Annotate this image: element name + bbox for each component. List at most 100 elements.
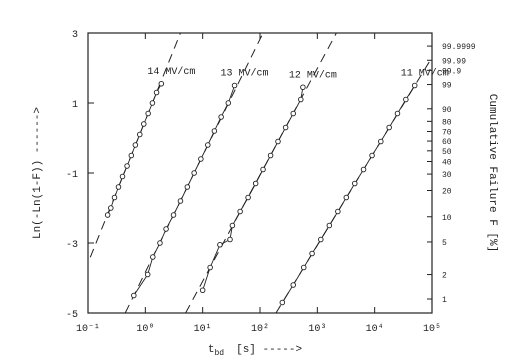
y2-tick-label: 20 xyxy=(442,187,452,196)
data-point xyxy=(119,173,126,180)
x-label-rest: [s] -----> xyxy=(236,344,302,356)
data-point xyxy=(211,128,218,134)
series-line xyxy=(281,85,416,303)
data-point xyxy=(260,166,266,173)
y-tick-label: -3 xyxy=(66,240,78,251)
y2-tick-label: 10 xyxy=(442,214,452,223)
x-tick-label: 10⁻¹ xyxy=(76,324,100,335)
y-tick-label: -5 xyxy=(66,310,78,321)
data-point xyxy=(290,110,296,117)
data-point xyxy=(205,142,211,148)
y2-tick-label: 70 xyxy=(442,128,452,137)
data-point xyxy=(301,264,307,271)
data-point xyxy=(229,222,236,229)
data-point xyxy=(360,166,367,173)
data-point xyxy=(231,82,238,89)
data-point xyxy=(158,80,165,87)
data-point xyxy=(411,82,418,89)
y-tick-label: 1 xyxy=(72,100,78,111)
series-label: 12 MV/cm xyxy=(289,69,337,81)
y2-tick-label: 30 xyxy=(442,171,452,180)
x-tick-label: 10⁵ xyxy=(423,324,441,335)
data-point xyxy=(252,180,259,187)
data-point xyxy=(199,287,206,294)
series-line xyxy=(202,87,304,291)
series-label: 14 MV/cm xyxy=(147,66,195,78)
x-tick-label: 10³ xyxy=(308,324,326,335)
data-point xyxy=(290,282,296,288)
x-label-main: t xyxy=(208,344,215,356)
data-point xyxy=(184,184,191,190)
data-point xyxy=(150,254,156,260)
data-point xyxy=(115,184,122,190)
data-point xyxy=(108,205,114,211)
series-label: 13 MV/cm xyxy=(221,68,269,80)
y-tick-label: -1 xyxy=(66,170,78,181)
data-point xyxy=(386,124,392,131)
data-point xyxy=(111,194,118,201)
data-point xyxy=(137,131,143,138)
x-axis-label: tbd [s] -----> xyxy=(208,344,302,358)
x-tick-label: 10⁴ xyxy=(366,323,384,335)
data-point xyxy=(369,152,375,159)
data-point xyxy=(394,110,401,117)
data-point xyxy=(177,198,184,204)
x-tick-label: 10⁰ xyxy=(136,323,154,335)
series-label: 11 MV/cm xyxy=(401,68,449,80)
plot-area xyxy=(88,33,432,313)
data-point xyxy=(157,240,163,246)
data-point xyxy=(198,156,204,162)
data-point xyxy=(145,110,151,117)
data-point xyxy=(403,96,409,103)
y2-tick-label: 99.9 xyxy=(442,67,461,76)
y2-tick-label: 5 xyxy=(442,239,447,248)
data-point xyxy=(298,96,304,103)
y2-tick-label: 2 xyxy=(442,272,447,281)
data-point xyxy=(378,138,384,145)
x-tick-label: 10¹ xyxy=(194,324,212,335)
data-point xyxy=(245,194,251,201)
data-point xyxy=(318,236,324,243)
data-point xyxy=(326,222,333,229)
y-axis-label: Ln(-Ln(1-F)) ------> xyxy=(32,107,44,239)
y2-tick-label: 90 xyxy=(442,106,452,115)
y-tick-label: 3 xyxy=(72,30,78,41)
data-point xyxy=(282,124,289,131)
data-point xyxy=(131,292,137,299)
data-point xyxy=(191,170,197,176)
data-point xyxy=(300,84,306,90)
data-point xyxy=(124,163,130,169)
y2-tick-label: 40 xyxy=(442,159,452,168)
x-label-sub: bd xyxy=(214,349,224,358)
y2-tick-label: 80 xyxy=(442,118,452,127)
data-point xyxy=(132,142,139,148)
y2-tick-label: 99.99 xyxy=(442,57,466,66)
fit-line xyxy=(275,56,432,313)
data-point xyxy=(144,271,151,278)
data-point xyxy=(267,152,274,159)
data-point xyxy=(227,236,233,243)
y2-tick-label: 99.9999 xyxy=(442,43,476,52)
y2-tick-label: 1 xyxy=(442,296,447,305)
x-tick-label: 10² xyxy=(251,324,269,335)
data-point xyxy=(149,100,156,106)
y2-tick-label: 99 xyxy=(442,82,452,91)
y2-tick-label: 50 xyxy=(442,148,452,157)
data-point xyxy=(163,226,169,232)
data-point xyxy=(207,264,213,271)
data-point xyxy=(352,180,358,187)
data-point xyxy=(225,100,232,106)
data-point xyxy=(279,299,286,306)
data-point xyxy=(343,194,350,201)
data-point xyxy=(335,208,341,215)
data-point xyxy=(141,121,147,127)
data-point xyxy=(275,138,281,145)
y2-tick-label: 60 xyxy=(442,138,452,147)
data-point xyxy=(218,114,224,120)
data-point xyxy=(128,152,135,159)
y2-axis-label: Cumulative Failure F [%] xyxy=(486,94,498,252)
data-point xyxy=(170,212,177,218)
data-point xyxy=(217,241,223,248)
data-point xyxy=(237,208,243,215)
